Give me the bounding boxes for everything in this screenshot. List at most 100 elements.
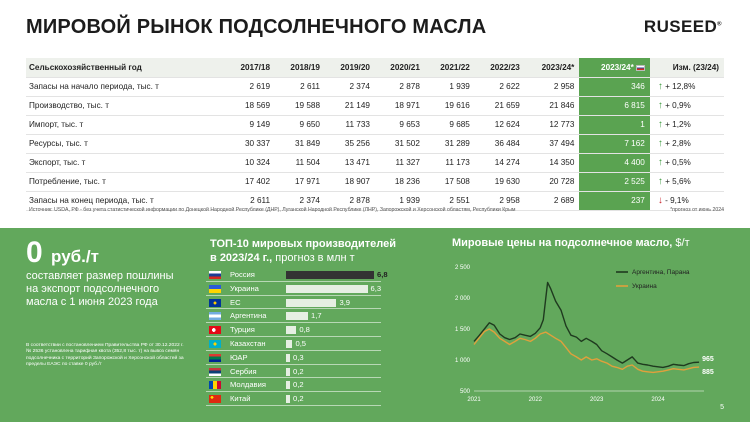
change-cell: ↑ + 0,5% bbox=[649, 153, 724, 173]
duty-value-unit: руб./т bbox=[51, 247, 99, 266]
row-label: Экспорт, тыс. т bbox=[26, 153, 226, 173]
top10-title-forecast: прогноз в млн т bbox=[272, 252, 355, 264]
column-header: Сельскохозяйственный год bbox=[26, 58, 226, 78]
table-row: Ресурсы, тыс. т 30 337 31 849 35 256 31 502 3… bbox=[26, 134, 724, 154]
producer-name: Аргентина bbox=[230, 311, 267, 321]
table-cell: 36 484 bbox=[474, 134, 525, 154]
table-cell: 9 650 bbox=[275, 115, 325, 135]
table-cell: 18 569 bbox=[225, 96, 276, 116]
flag-cn-icon bbox=[209, 395, 221, 404]
producer-value: 0,2 bbox=[293, 380, 304, 390]
top10-producers-chart: Россия 6,8 Украина 6,3 ЕС 3,9 Аргентина 1,7 Турц… bbox=[206, 268, 388, 406]
table-cell: 17 508 bbox=[424, 172, 475, 192]
row-label: Производство, тыс. т bbox=[26, 96, 226, 116]
duty-footnote: В соответствии с постановлением Правител… bbox=[26, 343, 184, 367]
producer-bar bbox=[286, 395, 290, 404]
change-value: + 2,8% bbox=[665, 139, 691, 148]
ruseed-logo: RUSEED® bbox=[644, 17, 722, 37]
balance-table: Сельскохозяйственный год 2017/18 2018/19… bbox=[26, 58, 724, 211]
producer-value: 0,8 bbox=[299, 325, 310, 335]
top10-title: ТОП-10 мировых производителей в 2023/24 … bbox=[210, 237, 396, 265]
table-cell: 2 689 bbox=[524, 191, 580, 211]
table-cell: 12 773 bbox=[524, 115, 580, 135]
table-cell: 2 622 bbox=[474, 77, 525, 97]
forecast-cell: 346 bbox=[579, 77, 650, 97]
column-header: 2017/18 bbox=[225, 58, 276, 78]
y-tick-label: 2 000 bbox=[455, 296, 471, 302]
table-cell: 11 173 bbox=[424, 153, 475, 173]
table-row: Экспорт, тыс. т 10 324 11 504 13 471 11 327 1… bbox=[26, 153, 724, 173]
table-cell: 31 849 bbox=[275, 134, 325, 154]
change-value: + 5,6% bbox=[665, 177, 691, 186]
top10-title-year: в 2023/24 г., bbox=[210, 252, 273, 264]
producer-name: Украина bbox=[230, 283, 259, 293]
arrow-up-icon: ↑ bbox=[657, 138, 663, 149]
table-cell: 31 289 bbox=[424, 134, 475, 154]
table-cell: 10 324 bbox=[225, 153, 276, 173]
table-cell: 2 619 bbox=[225, 77, 276, 97]
change-value: + 1,2% bbox=[665, 120, 691, 129]
price-chart-title: Мировые цены на подсолнечное масло, $/т bbox=[452, 237, 690, 249]
table-cell: 2 878 bbox=[325, 191, 375, 211]
russia-flag-icon bbox=[635, 64, 645, 71]
column-header: 2019/20 bbox=[325, 58, 375, 78]
producer-row: Россия 6,8 bbox=[206, 268, 388, 282]
arrow-up-icon: ↑ bbox=[657, 81, 663, 92]
producer-name: Молдавия bbox=[230, 380, 266, 390]
table-cell: 14 274 bbox=[474, 153, 525, 173]
table-row: Производство, тыс. т 18 569 19 588 21 149 18… bbox=[26, 96, 724, 116]
table-cell: 20 728 bbox=[524, 172, 580, 192]
top10-title-line1: ТОП-10 мировых производителей bbox=[210, 238, 397, 250]
table-cell: 11 504 bbox=[275, 153, 325, 173]
producer-row: Аргентина 1,7 bbox=[206, 309, 381, 324]
producer-value: 0,5 bbox=[295, 338, 307, 348]
table-cell: 2 374 bbox=[325, 77, 375, 97]
table-cell: 17 402 bbox=[225, 172, 276, 192]
forecast-cell: 4 400 bbox=[579, 153, 650, 173]
y-tick-label: 2 500 bbox=[455, 265, 471, 271]
producer-name: ЮАР bbox=[230, 352, 248, 362]
y-tick-label: 1 500 bbox=[455, 327, 471, 333]
series-end-label: 965 bbox=[702, 356, 714, 363]
flag-za-icon bbox=[209, 353, 221, 362]
table-cell: 17 971 bbox=[275, 172, 325, 192]
flag-md-icon bbox=[209, 381, 221, 390]
table-cell: 2 611 bbox=[225, 191, 276, 211]
producer-name: Россия bbox=[230, 270, 255, 279]
row-label: Запасы на начало периода, тыс. т bbox=[26, 77, 226, 97]
legend-label: Украина bbox=[632, 283, 657, 290]
table-cell: 30 337 bbox=[225, 134, 276, 154]
producer-bar bbox=[286, 312, 308, 321]
producer-row: ЮАР 0,3 bbox=[206, 351, 381, 365]
change-value: + 12,8% bbox=[665, 82, 696, 91]
producer-row: Сербия 0,2 bbox=[206, 365, 381, 379]
table-cell: 9 149 bbox=[225, 115, 276, 135]
producer-name: Турция bbox=[230, 325, 255, 335]
producer-row: Молдавия 0,2 bbox=[206, 378, 381, 393]
forecast-cell: 237 bbox=[579, 191, 650, 211]
change-cell: ↓ - 9,1% bbox=[649, 191, 724, 211]
table-cell: 21 659 bbox=[474, 96, 525, 116]
series-line bbox=[473, 281, 700, 369]
row-label: Импорт, тыс. т bbox=[26, 115, 226, 135]
logo-text: RUSEED bbox=[643, 17, 718, 36]
price-chart-title-text: Мировые цены на подсолнечное масло, bbox=[452, 237, 673, 249]
producer-name: ЕС bbox=[230, 297, 241, 307]
table-cell: 21 149 bbox=[325, 96, 375, 116]
x-tick-label: 2024 bbox=[651, 397, 665, 403]
table-cell: 1 939 bbox=[374, 191, 425, 211]
green-panel bbox=[0, 228, 750, 422]
table-header-row: Сельскохозяйственный год 2017/18 2018/19… bbox=[26, 58, 724, 78]
producer-value: 0,3 bbox=[293, 352, 304, 362]
page-number: 5 bbox=[720, 404, 724, 411]
arrow-up-icon: ↑ bbox=[657, 100, 663, 111]
table-cell: 1 939 bbox=[424, 77, 475, 97]
table-cell: 14 350 bbox=[524, 153, 580, 173]
column-header: 2023/24* bbox=[524, 58, 580, 78]
table-cell: 2 958 bbox=[524, 77, 580, 97]
producer-value: 6,3 bbox=[370, 283, 382, 293]
